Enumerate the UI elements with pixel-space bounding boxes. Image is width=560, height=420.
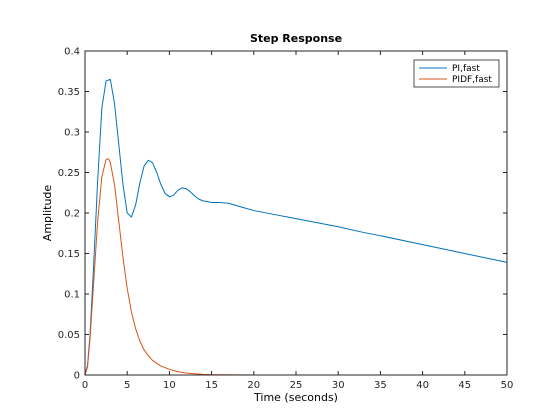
y-tick-label: 0.15 (58, 249, 80, 260)
x-tick-label: 40 (416, 380, 429, 391)
x-tick-label: 45 (458, 380, 471, 391)
y-tick-label: 0.2 (64, 209, 80, 220)
y-tick-label: 0.3 (64, 128, 80, 139)
y-tick-label: 0.1 (64, 290, 80, 301)
x-axis-label: Time (seconds) (253, 391, 338, 404)
x-tick-label: 50 (501, 380, 514, 391)
axes-layer: 0 5 10 15 20 25 30 35 40 45 50 0 0.05 0.1 0.15 0.2 0.25 0… (58, 47, 514, 392)
chart-title: Step Response (250, 32, 342, 45)
x-tick-label: 15 (205, 380, 218, 391)
y-tick-label: 0.35 (58, 87, 80, 98)
x-tick-label: 30 (332, 380, 345, 391)
legend-box (413, 59, 500, 88)
y-tick-label: 0 (74, 371, 80, 382)
x-tick-label: 20 (247, 380, 260, 391)
y-tick-label: 0.05 (58, 330, 80, 341)
y-tick-label: 0.4 (64, 47, 80, 58)
legend-label-2: PIDF,fast (452, 75, 492, 85)
legend-label-1: PI,fast (452, 64, 480, 74)
x-tick-label: 35 (374, 380, 387, 391)
x-tick-label: 25 (290, 380, 303, 391)
x-tick-label: 0 (82, 380, 88, 391)
x-tick-label: 10 (163, 380, 176, 391)
x-tick-label: 5 (124, 380, 130, 391)
plot-area (85, 51, 507, 375)
y-axis-label: Amplitude (41, 185, 54, 242)
series-line-2 (84, 158, 507, 376)
series-line-1 (84, 78, 508, 376)
y-tick-label: 0.25 (58, 168, 80, 179)
